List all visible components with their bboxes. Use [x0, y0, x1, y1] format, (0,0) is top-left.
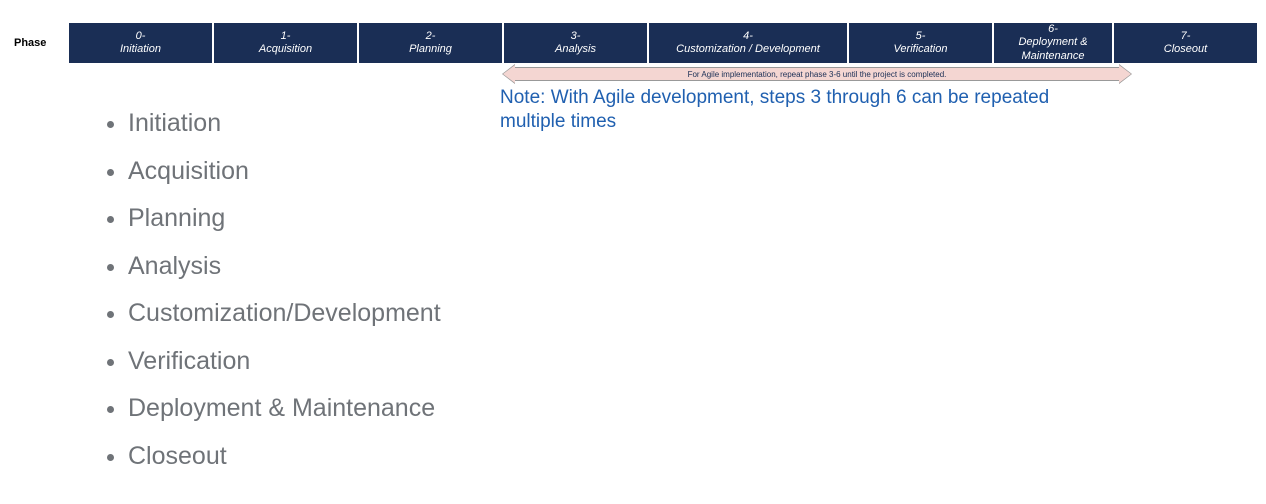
phase-cell-label: 4-Customization / Development — [676, 30, 820, 56]
agile-repeat-arrow: For Agile implementation, repeat phase 3… — [503, 67, 1131, 81]
phase-cell-3: 3-Analysis — [503, 22, 648, 64]
phase-cell-2: 2-Planning — [358, 22, 503, 64]
list-item: Verification — [128, 338, 441, 386]
list-item: Deployment & Maintenance — [128, 385, 441, 433]
phase-cell-label: 3-Analysis — [555, 30, 596, 56]
phase-cell-7: 7-Closeout — [1113, 22, 1258, 64]
phase-cell-label: 7-Closeout — [1164, 30, 1207, 56]
list-item: Closeout — [128, 433, 441, 481]
phase-cell-6: 6-Deployment & Maintenance — [993, 22, 1113, 64]
phase-cell-label: 5-Verification — [893, 30, 947, 56]
phase-cell-label: 0-Initiation — [120, 30, 161, 56]
phase-cell-4: 4-Customization / Development — [648, 22, 848, 64]
phase-cell-label: 6-Deployment & Maintenance — [998, 23, 1108, 63]
phase-cell-1: 1-Acquisition — [213, 22, 358, 64]
list-item: Customization/Development — [128, 290, 441, 338]
phase-cell-0: 0-Initiation — [68, 22, 213, 64]
phase-cell-label: 1-Acquisition — [259, 30, 312, 56]
agile-arrow-label: For Agile implementation, repeat phase 3… — [515, 67, 1119, 81]
arrow-head-right-icon — [1119, 65, 1131, 83]
list-item: Analysis — [128, 243, 441, 291]
phase-bullet-list: InitiationAcquisitionPlanningAnalysisCus… — [100, 100, 441, 480]
phase-row-label: Phase — [12, 22, 68, 64]
list-item: Planning — [128, 195, 441, 243]
phase-cell-label: 2-Planning — [409, 30, 452, 56]
list-item: Acquisition — [128, 148, 441, 196]
phase-cells: 0-Initiation 1-Acquisition 2-Planning 3-Ana… — [68, 22, 1258, 64]
phase-cell-5: 5-Verification — [848, 22, 993, 64]
agile-note: Note: With Agile development, steps 3 th… — [500, 86, 1060, 134]
list-item: Initiation — [128, 100, 441, 148]
phase-header-row: Phase 0-Initiation 1-Acquisition 2-Plannin… — [12, 22, 1258, 64]
arrow-head-left-icon — [503, 65, 515, 83]
